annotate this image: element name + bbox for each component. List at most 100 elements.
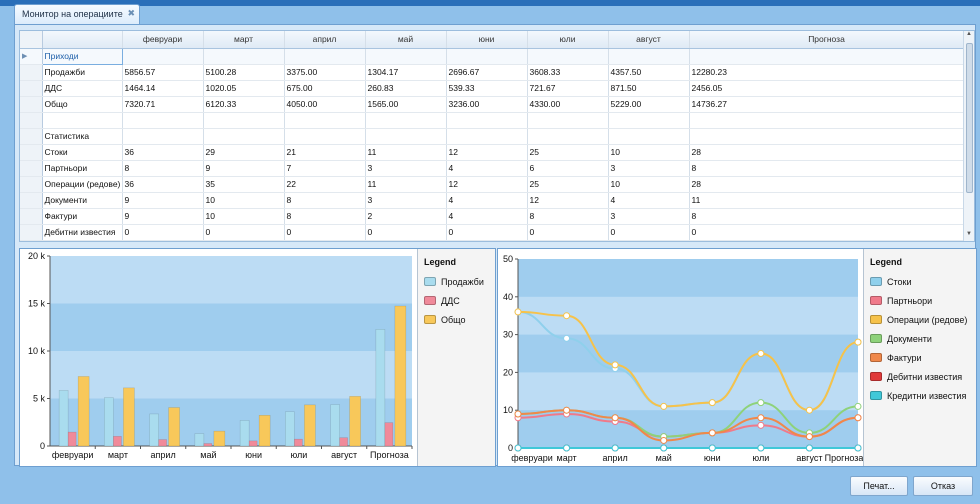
group-row[interactable]: ▶ Приходи (20, 47, 965, 65)
row-indicator[interactable] (20, 64, 43, 81)
legend-item[interactable]: Общо (424, 310, 489, 329)
table-cell[interactable]: 6120.33 (203, 96, 285, 113)
row-indicator[interactable] (20, 192, 43, 209)
table-cell[interactable] (446, 48, 528, 65)
table-row[interactable]: Фактури 9 10 8 2 4 8 3 8 (20, 208, 965, 225)
legend-item[interactable]: Документи (870, 329, 970, 348)
table-cell[interactable]: 11 (365, 144, 447, 161)
table-cell[interactable]: 11 (689, 192, 965, 209)
table-cell[interactable]: 871.50 (608, 80, 690, 97)
row-indicator[interactable] (20, 128, 43, 145)
table-cell[interactable] (365, 112, 447, 129)
table-cell[interactable]: 2 (365, 208, 447, 225)
table-cell[interactable]: 6 (527, 160, 609, 177)
table-cell[interactable]: 36 (122, 176, 204, 193)
scroll-up-icon[interactable]: ▲ (966, 31, 972, 37)
table-cell[interactable]: 7320.71 (122, 96, 204, 113)
table-cell[interactable]: 22 (284, 176, 366, 193)
table-cell[interactable]: 11 (365, 176, 447, 193)
row-label[interactable]: Дебитни известия (42, 224, 123, 241)
table-cell[interactable]: 3 (608, 208, 690, 225)
table-cell[interactable] (689, 128, 965, 145)
table-cell[interactable] (122, 128, 204, 145)
column-header[interactable] (42, 31, 123, 49)
table-cell[interactable]: 260.83 (365, 80, 447, 97)
table-cell[interactable]: 4 (446, 160, 528, 177)
table-cell[interactable]: 28 (689, 176, 965, 193)
legend-item[interactable]: Стоки (870, 272, 970, 291)
table-cell[interactable]: 4 (446, 208, 528, 225)
column-header[interactable]: юни (446, 31, 528, 49)
table-cell[interactable] (122, 48, 204, 65)
legend-item[interactable]: Дебитни известия (870, 367, 970, 386)
legend-item[interactable]: Продажби (424, 272, 489, 291)
table-row[interactable]: Документи 9 10 8 3 4 12 4 11 (20, 192, 965, 209)
table-cell[interactable] (203, 48, 285, 65)
table-cell[interactable]: 12 (527, 192, 609, 209)
table-cell[interactable]: 35 (203, 176, 285, 193)
table-cell[interactable]: 7 (284, 160, 366, 177)
row-indicator[interactable] (20, 96, 43, 113)
table-cell[interactable]: 8 (122, 160, 204, 177)
column-header[interactable]: февруари (122, 31, 204, 49)
table-cell[interactable] (203, 128, 285, 145)
table-cell[interactable] (689, 48, 965, 65)
table-cell[interactable]: 721.67 (527, 80, 609, 97)
table-cell[interactable] (608, 128, 690, 145)
row-indicator[interactable] (20, 144, 43, 161)
table-cell[interactable]: 1565.00 (365, 96, 447, 113)
table-cell[interactable]: 539.33 (446, 80, 528, 97)
table-cell[interactable] (608, 112, 690, 129)
table-cell[interactable]: 8 (527, 208, 609, 225)
table-cell[interactable]: 9 (122, 208, 204, 225)
table-cell[interactable]: 9 (122, 192, 204, 209)
table-cell[interactable]: 29 (203, 144, 285, 161)
row-label[interactable] (42, 112, 123, 129)
row-label[interactable]: Статистика (42, 128, 123, 145)
scroll-down-icon[interactable]: ▼ (966, 231, 972, 237)
table-cell[interactable]: 3236.00 (446, 96, 528, 113)
table-cell[interactable] (122, 112, 204, 129)
row-label[interactable]: Операции (редове) (42, 176, 123, 193)
row-label[interactable]: Фактури (42, 208, 123, 225)
scroll-thumb[interactable] (966, 43, 973, 193)
row-label[interactable]: Стоки (42, 144, 123, 161)
table-cell[interactable] (365, 128, 447, 145)
table-cell[interactable]: 5229.00 (608, 96, 690, 113)
table-cell[interactable]: 675.00 (284, 80, 366, 97)
table-row[interactable]: Статистика (20, 128, 965, 145)
legend-item[interactable]: ДДС (424, 291, 489, 310)
table-row[interactable]: Общо 7320.71 6120.33 4050.00 1565.00 3236.00 4… (20, 96, 965, 113)
table-cell[interactable]: 4 (446, 192, 528, 209)
table-cell[interactable]: 3375.00 (284, 64, 366, 81)
table-row[interactable]: ДДС 1464.14 1020.05 675.00 260.83 539.33 721.6… (20, 80, 965, 97)
table-cell[interactable] (284, 128, 366, 145)
table-cell[interactable]: 8 (284, 208, 366, 225)
legend-item[interactable]: Партньори (870, 291, 970, 310)
table-cell[interactable] (284, 112, 366, 129)
table-cell[interactable]: 14736.27 (689, 96, 965, 113)
table-cell[interactable]: 25 (527, 144, 609, 161)
table-cell[interactable] (608, 48, 690, 65)
table-cell[interactable]: 5856.57 (122, 64, 204, 81)
table-cell[interactable]: 4 (608, 192, 690, 209)
table-cell[interactable]: 4357.50 (608, 64, 690, 81)
row-label[interactable]: ДДС (42, 80, 123, 97)
table-cell[interactable]: 2456.05 (689, 80, 965, 97)
table-row[interactable] (20, 112, 965, 129)
table-cell[interactable]: 1464.14 (122, 80, 204, 97)
grid-scrollbar[interactable]: ▲ ▼ (963, 31, 974, 241)
table-cell[interactable] (365, 48, 447, 65)
table-cell[interactable] (284, 48, 366, 65)
table-cell[interactable]: 12 (446, 176, 528, 193)
row-indicator[interactable] (20, 208, 43, 225)
table-cell[interactable] (446, 128, 528, 145)
row-label[interactable]: Партньори (42, 160, 123, 177)
table-cell[interactable]: 10 (608, 144, 690, 161)
table-cell[interactable]: 0 (689, 224, 965, 241)
table-cell[interactable] (527, 48, 609, 65)
table-cell[interactable]: 0 (203, 224, 285, 241)
table-cell[interactable]: 9 (203, 160, 285, 177)
row-indicator[interactable] (20, 80, 43, 97)
column-header[interactable]: май (365, 31, 447, 49)
